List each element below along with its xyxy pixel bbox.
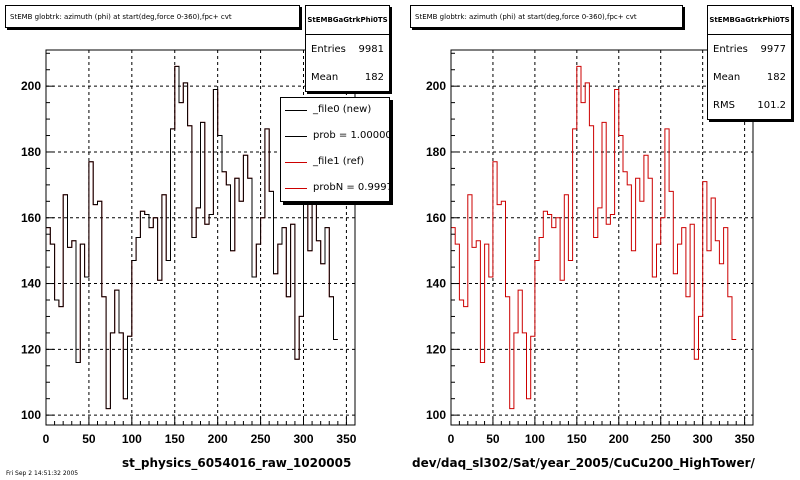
- legend-label: _file0 (new): [313, 104, 372, 115]
- x-tick-label: 0: [448, 432, 455, 446]
- y-tick-label: 140: [21, 277, 41, 291]
- legend-swatch: [285, 162, 307, 163]
- legend-entry: _file0 (new): [281, 98, 389, 124]
- x-tick-label: 350: [336, 432, 356, 446]
- x-tick-label: 150: [165, 432, 185, 446]
- stats-row-mean: Mean 182: [708, 63, 791, 91]
- legend-swatch: [285, 110, 307, 111]
- x-tick-label: 250: [251, 432, 271, 446]
- x-tick-label: 300: [693, 432, 713, 446]
- x-tick-label: 200: [609, 432, 629, 446]
- stats-label: Entries: [311, 43, 346, 55]
- x-tick-label: 200: [208, 432, 228, 446]
- x-axis-caption: dev/daq_sl302/Sat/year_2005/CuCu200_High…: [412, 456, 755, 470]
- stats-row-rms: RMS 101.2: [708, 91, 791, 119]
- stats-value: 9981: [358, 43, 384, 55]
- legend-entry: prob = 1.000000: [281, 124, 389, 150]
- x-axis-caption: st_physics_6054016_raw_1020005: [122, 456, 352, 470]
- stats-value: 182: [766, 71, 786, 83]
- x-tick-label: 50: [82, 432, 96, 446]
- legend-swatch: [285, 188, 307, 189]
- stats-box-title: StEMBGaGtrkPhi0TS: [708, 6, 791, 35]
- histogram-title: StEMB globtrk: azimuth (phi) at start(de…: [410, 5, 683, 28]
- y-tick-label: 120: [426, 342, 446, 356]
- legend-label: probN = 0.999747: [313, 182, 389, 193]
- histogram-panel-left: 0 50 100 150 200 250 300 350 100 120 140 160 180 200 …: [5, 5, 390, 470]
- legend-box: _file0 (new) prob = 1.000000 _file1 (ref…: [280, 97, 390, 202]
- y-tick-label: 160: [426, 211, 446, 225]
- legend-label: prob = 1.000000: [313, 130, 390, 141]
- timestamp-text: Fri Sep 2 14:51:32 2005: [6, 470, 79, 477]
- x-tick-label: 0: [43, 432, 50, 446]
- histogram-series-file1-ref: [451, 65, 737, 410]
- y-tick-label: 120: [21, 342, 41, 356]
- x-tick-label: 150: [567, 432, 587, 446]
- stats-label: Entries: [713, 43, 748, 55]
- x-tick-label: 250: [651, 432, 671, 446]
- y-tick-label: 100: [426, 408, 446, 422]
- y-tick-label: 200: [21, 79, 41, 93]
- stats-value: 9977: [760, 43, 786, 55]
- stats-box-title: StEMBGaGtrkPhi0TS: [306, 6, 389, 35]
- stats-label: RMS: [713, 99, 735, 111]
- histogram-panel-right: 0 50 100 150 200 250 300 350 100 120 140 160 180 200 …: [400, 0, 800, 480]
- stats-row-entries: Entries 9981: [306, 35, 389, 63]
- stats-label: Mean: [713, 71, 741, 83]
- stats-box: StEMBGaGtrkPhi0TS Entries 9977 Mean 182 …: [707, 5, 792, 120]
- stats-row-entries: Entries 9977: [708, 35, 791, 63]
- histogram-title: StEMB globtrk: azimuth (phi) at start(de…: [5, 5, 300, 28]
- histogram-series-file0-new: [46, 65, 338, 410]
- stats-label: Mean: [311, 71, 339, 83]
- x-tick-label: 300: [293, 432, 313, 446]
- x-tick-label: 100: [122, 432, 142, 446]
- y-tick-label: 160: [21, 211, 41, 225]
- y-tick-label: 140: [426, 277, 446, 291]
- y-tick-label: 100: [21, 408, 41, 422]
- y-tick-label: 200: [426, 79, 446, 93]
- stats-row-mean: Mean 182: [306, 63, 389, 91]
- histogram-plot-right: 0 50 100 150 200 250 300 350 100 120 140 160 180 200: [426, 49, 755, 446]
- legend-entry: probN = 0.999747: [281, 176, 389, 201]
- legend-swatch: [285, 136, 307, 137]
- stats-value: 182: [364, 71, 384, 83]
- stats-value: 101.2: [757, 99, 786, 111]
- y-tick-label: 180: [426, 145, 446, 159]
- x-tick-label: 100: [525, 432, 545, 446]
- x-tick-label: 350: [735, 432, 755, 446]
- y-tick-label: 180: [21, 145, 41, 159]
- legend-label: _file1 (ref): [313, 156, 365, 167]
- stats-box: StEMBGaGtrkPhi0TS Entries 9981 Mean 182: [305, 5, 390, 92]
- legend-entry: _file1 (ref): [281, 150, 389, 176]
- x-tick-label: 50: [486, 432, 500, 446]
